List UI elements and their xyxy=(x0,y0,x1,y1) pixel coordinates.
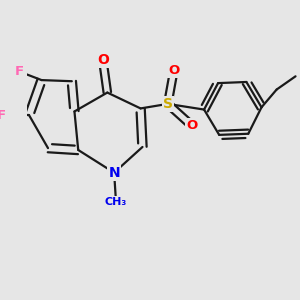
Text: O: O xyxy=(168,64,179,77)
Text: CH₃: CH₃ xyxy=(105,197,127,207)
Text: F: F xyxy=(14,65,23,78)
Text: F: F xyxy=(0,109,6,122)
Text: O: O xyxy=(186,119,197,132)
Text: N: N xyxy=(108,166,120,180)
Text: S: S xyxy=(163,97,173,111)
Text: O: O xyxy=(97,53,109,67)
